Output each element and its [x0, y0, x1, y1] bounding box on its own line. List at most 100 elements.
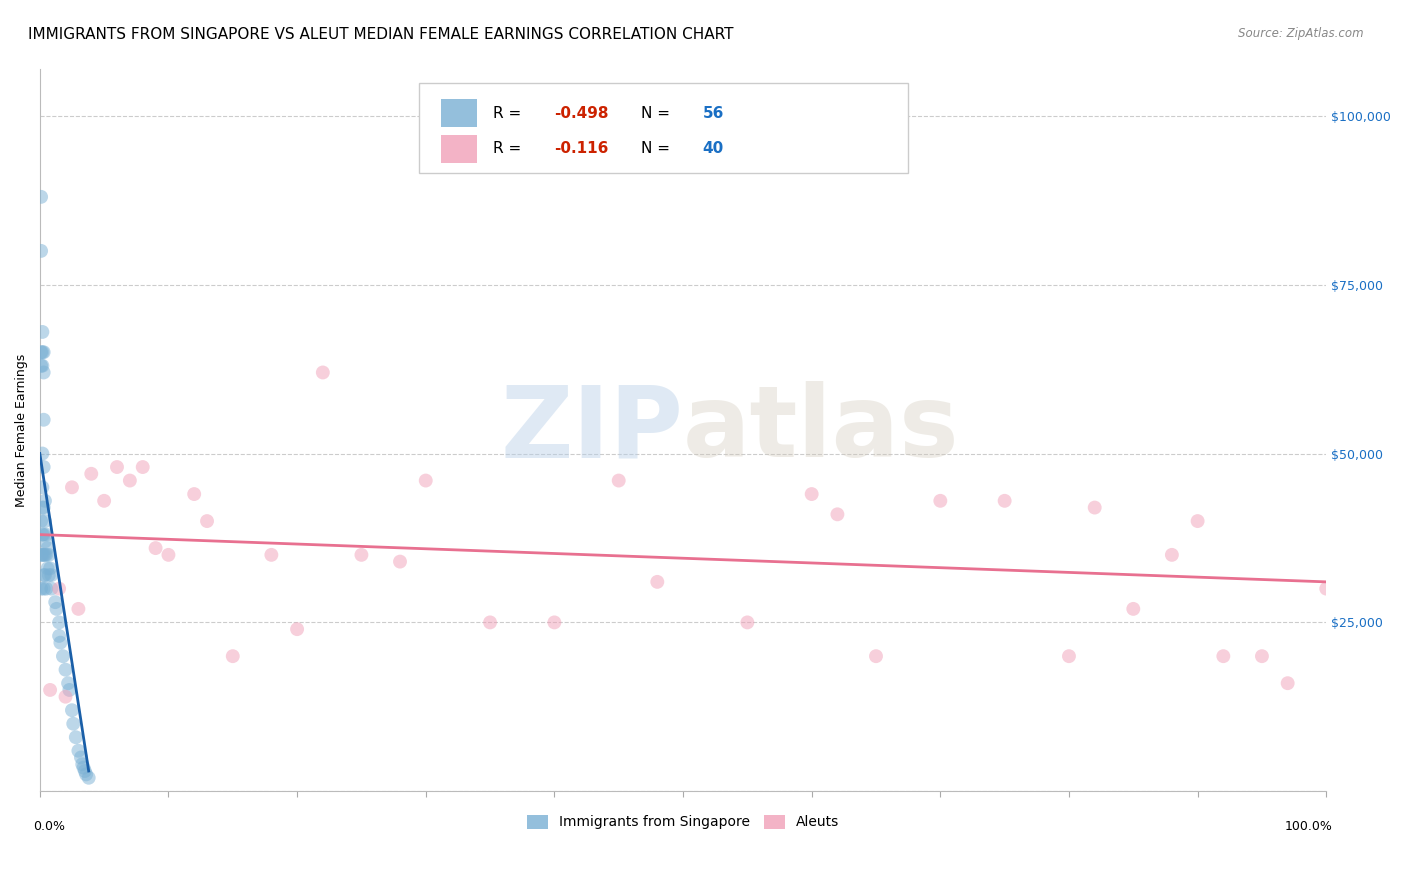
Point: [1160, 548, 1182, 562]
Point: [222, 649, 245, 664]
Point: [52, 649, 75, 664]
Point: [30, 548, 52, 562]
Text: N =: N =: [641, 142, 675, 156]
Point: [67, 602, 90, 616]
Point: [72, 757, 94, 772]
Point: [543, 615, 565, 630]
Point: [32, 582, 55, 596]
Point: [827, 508, 849, 522]
Point: [32, 527, 55, 541]
Point: [72, 761, 94, 775]
Point: [80, 467, 103, 481]
Point: [865, 649, 887, 664]
Point: [195, 514, 218, 528]
Point: [30, 244, 52, 258]
Point: [34, 493, 56, 508]
Y-axis label: Median Female Earnings: Median Female Earnings: [15, 353, 28, 507]
Point: [31, 500, 53, 515]
Point: [1122, 602, 1144, 616]
Point: [75, 767, 97, 781]
Point: [48, 629, 70, 643]
Point: [30, 514, 52, 528]
Point: [35, 527, 58, 541]
Point: [800, 487, 823, 501]
Text: 0.0%: 0.0%: [34, 820, 65, 833]
Point: [55, 690, 77, 704]
Point: [39, 682, 62, 697]
Point: [929, 493, 952, 508]
Point: [157, 548, 180, 562]
Point: [31, 446, 53, 460]
Point: [35, 548, 58, 562]
Point: [39, 561, 62, 575]
Point: [60, 703, 83, 717]
Point: [30, 345, 52, 359]
FancyBboxPatch shape: [441, 136, 477, 162]
Point: [1084, 500, 1107, 515]
Point: [32, 413, 55, 427]
Point: [73, 764, 96, 778]
Point: [32, 548, 55, 562]
Point: [31, 359, 53, 373]
Point: [260, 548, 283, 562]
Point: [56, 676, 79, 690]
Point: [132, 460, 155, 475]
Point: [994, 493, 1017, 508]
Text: -0.116: -0.116: [554, 142, 609, 156]
Text: ZIP: ZIP: [501, 382, 683, 478]
Point: [1212, 649, 1234, 664]
Point: [34, 548, 56, 562]
Point: [32, 568, 55, 582]
Point: [647, 574, 669, 589]
Point: [67, 744, 90, 758]
Point: [31, 527, 53, 541]
Text: Source: ZipAtlas.com: Source: ZipAtlas.com: [1239, 27, 1364, 40]
Text: IMMIGRANTS FROM SINGAPORE VS ALEUT MEDIAN FEMALE EARNINGS CORRELATION CHART: IMMIGRANTS FROM SINGAPORE VS ALEUT MEDIA…: [28, 27, 734, 42]
Point: [183, 487, 205, 501]
Point: [48, 582, 70, 596]
Point: [34, 534, 56, 549]
Point: [55, 663, 77, 677]
Point: [31, 345, 53, 359]
Text: N =: N =: [641, 105, 675, 120]
Point: [145, 541, 167, 555]
Point: [737, 615, 759, 630]
Point: [77, 771, 100, 785]
Point: [32, 366, 55, 380]
Point: [1057, 649, 1080, 664]
Point: [1187, 514, 1209, 528]
Point: [34, 514, 56, 528]
Legend: Immigrants from Singapore, Aleuts: Immigrants from Singapore, Aleuts: [522, 809, 845, 835]
Point: [58, 682, 80, 697]
Point: [60, 480, 83, 494]
Point: [105, 460, 128, 475]
Point: [1315, 582, 1337, 596]
FancyBboxPatch shape: [441, 99, 477, 127]
Text: 56: 56: [703, 105, 724, 120]
Point: [65, 730, 87, 744]
Point: [479, 615, 502, 630]
Text: 100.0%: 100.0%: [1285, 820, 1333, 833]
Point: [37, 561, 59, 575]
Point: [37, 541, 59, 555]
Point: [38, 568, 60, 582]
Point: [45, 602, 67, 616]
Point: [1277, 676, 1299, 690]
Point: [93, 493, 115, 508]
Point: [415, 474, 437, 488]
Text: R =: R =: [492, 105, 526, 120]
Text: 40: 40: [703, 142, 724, 156]
Point: [32, 345, 55, 359]
Point: [1251, 649, 1274, 664]
Point: [34, 568, 56, 582]
Point: [118, 474, 141, 488]
Point: [31, 548, 53, 562]
Point: [32, 460, 55, 475]
Point: [30, 582, 52, 596]
Point: [35, 582, 58, 596]
Text: -0.498: -0.498: [554, 105, 609, 120]
Point: [31, 480, 53, 494]
Point: [350, 548, 373, 562]
Text: R =: R =: [492, 142, 530, 156]
Point: [285, 622, 308, 636]
